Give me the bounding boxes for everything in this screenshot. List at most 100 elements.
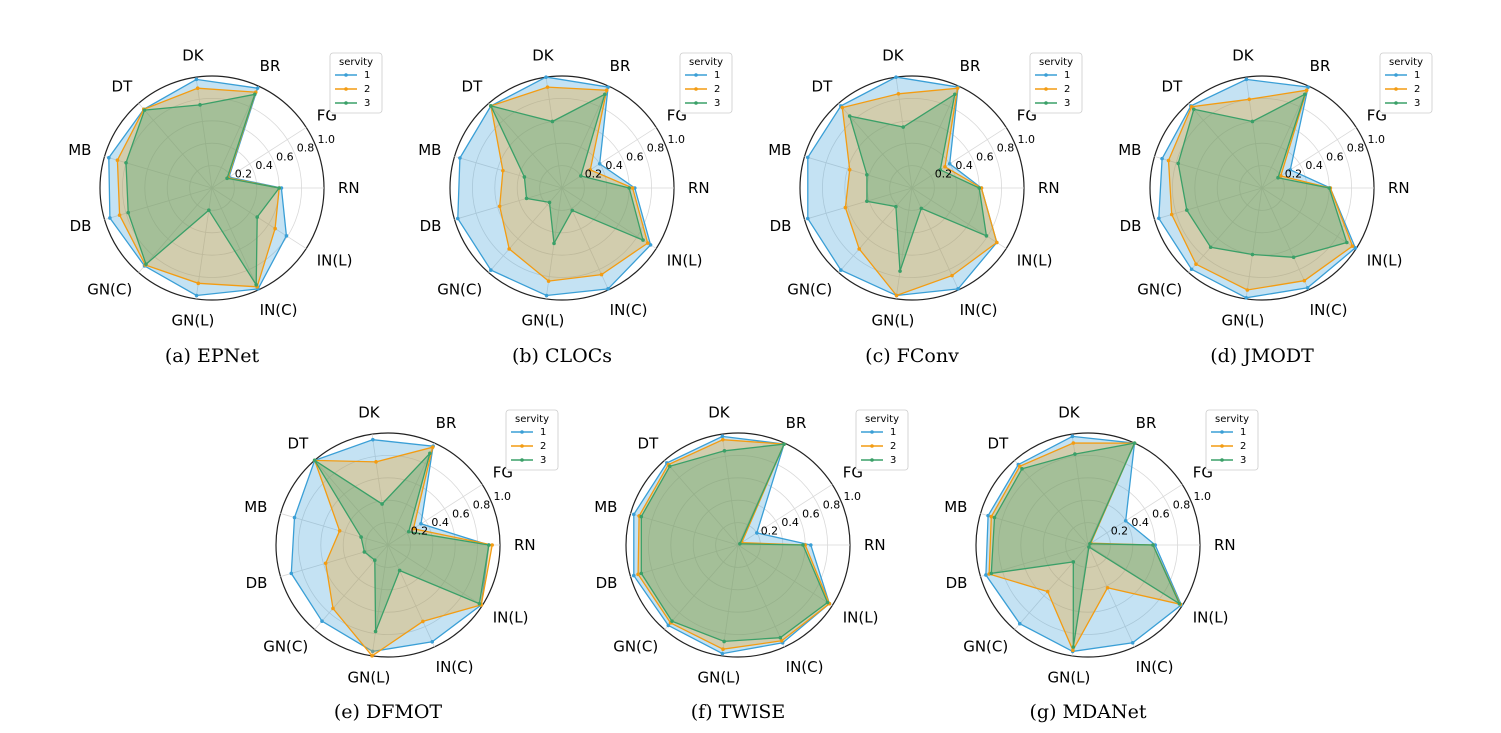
axis-label: IN(C) (260, 301, 298, 319)
legend-label: 2 (1064, 84, 1070, 95)
series-1-point (371, 437, 375, 442)
series-3-point (1176, 161, 1180, 166)
legend-label: 1 (1414, 70, 1420, 81)
legend-marker (1044, 73, 1048, 77)
series-3-point (627, 186, 631, 190)
series-2-point (1189, 104, 1194, 109)
series-2-point (843, 205, 848, 210)
series-1-point (631, 573, 636, 578)
radar-chart-6: 0.20.40.60.81.0RNFGBRDKDTMBDBGN(C)GN(L)I… (594, 403, 909, 723)
series-1-point (544, 75, 548, 79)
series-1-point (986, 513, 990, 518)
r-tick-label: 0.2 (935, 167, 953, 180)
legend-label: 3 (714, 98, 720, 109)
series-3-point (1020, 467, 1024, 471)
axis-label: GN(C) (613, 637, 658, 655)
grid-spoke (630, 513, 739, 546)
series-1-point (984, 573, 988, 577)
r-tick-label: 0.2 (235, 167, 253, 180)
legend-marker (1220, 444, 1224, 448)
series-3-point (1303, 92, 1307, 97)
radar-chart-5: 0.20.40.60.81.0RNFGBRDKDTMBDBGN(C)GN(L)I… (244, 403, 559, 723)
series-3-point (253, 92, 257, 97)
r-tick-label: 0.6 (452, 507, 470, 520)
series-1-point (289, 571, 294, 576)
r-tick-label: 1.0 (1017, 133, 1035, 146)
legend-label: 3 (1064, 98, 1070, 109)
axis-label: RN (1388, 179, 1410, 197)
grid-spoke (371, 544, 389, 656)
series-3-point (670, 619, 674, 623)
series-1-point (631, 512, 636, 517)
grid-spoke (211, 85, 259, 189)
series-2-point (273, 226, 277, 231)
axis-label: DB (770, 217, 792, 235)
axis-label: IN(C) (610, 301, 648, 319)
series-3-point (667, 464, 672, 469)
series-2-point (1302, 278, 1307, 283)
grid-spoke (980, 544, 1089, 577)
series-1-point (666, 623, 671, 628)
axis-label: GN(C) (87, 280, 132, 298)
axis-label: RN (1038, 179, 1060, 197)
grid-spoke (911, 187, 959, 291)
axis-label: DT (112, 78, 134, 96)
series-3-point (1327, 186, 1331, 190)
series-3-point (1291, 255, 1296, 260)
r-tick-label: 1.0 (1193, 490, 1211, 503)
radar-chart-3: 0.20.40.60.81.0RNFGBRDKDTMBDBGN(C)GN(L)I… (768, 46, 1083, 367)
series-2-point (337, 529, 342, 533)
legend-title: servity (1389, 57, 1423, 68)
series-3-point (639, 571, 644, 576)
series-3-point (198, 103, 202, 107)
series-3-point (362, 550, 367, 554)
legend-marker (1394, 73, 1398, 77)
series-3-point (1250, 119, 1255, 124)
series-2-point (501, 168, 505, 173)
series-3-point (898, 269, 902, 273)
axis-label: BR (436, 414, 457, 432)
series-1-area (807, 76, 998, 297)
series-3-point (1208, 245, 1213, 250)
series-1-area (290, 439, 490, 653)
legend-title: servity (865, 414, 899, 425)
series-2-area (313, 446, 493, 657)
legend-marker (1044, 101, 1048, 105)
series-3-point (738, 541, 742, 546)
axis-label: GN(L) (521, 312, 564, 330)
r-tick-label: 1.0 (667, 133, 685, 146)
series-3-point (207, 208, 211, 212)
axis-label: GN(L) (697, 669, 740, 687)
axis-label: DB (70, 217, 92, 235)
legend-marker (520, 444, 524, 448)
axis-label: GN(C) (787, 280, 832, 298)
series-1-point (1157, 216, 1161, 221)
series-2-point (1071, 441, 1076, 445)
r-tick-label: 0.8 (647, 142, 665, 155)
series-2-point (1279, 174, 1283, 178)
radar-chart-1: 0.20.40.60.81.0RNFGBRDKDTMBDBGN(C)GN(L)I… (68, 46, 383, 367)
axis-label: IN(C) (786, 658, 824, 676)
grid-spoke (561, 85, 609, 189)
legend-title: servity (689, 57, 723, 68)
grid-spoke (895, 77, 913, 189)
series-1-point (805, 155, 810, 160)
series-2-point (604, 88, 609, 92)
legend-label: 3 (890, 455, 896, 466)
r-tick-label: 1.0 (1367, 133, 1385, 146)
axis-label: DB (246, 574, 268, 592)
grid-spoke (630, 544, 739, 577)
series-2-point (545, 85, 550, 89)
series-3-point (225, 176, 229, 181)
grid-spoke (1245, 187, 1263, 299)
radar-chart-7: 0.20.40.60.81.0RNFGBRDKDTMBDBGN(C)GN(L)I… (944, 403, 1259, 723)
series-1-point (1070, 434, 1075, 439)
axis-label: BR (610, 57, 631, 75)
series-3-point (984, 234, 989, 238)
series-2-point (1350, 244, 1355, 248)
series-3-point (847, 114, 852, 118)
grid-spoke (1261, 187, 1357, 249)
axis-label: IN(L) (1367, 251, 1403, 269)
r-tick-label: 0.8 (1173, 499, 1191, 512)
series-3-point (547, 200, 552, 205)
